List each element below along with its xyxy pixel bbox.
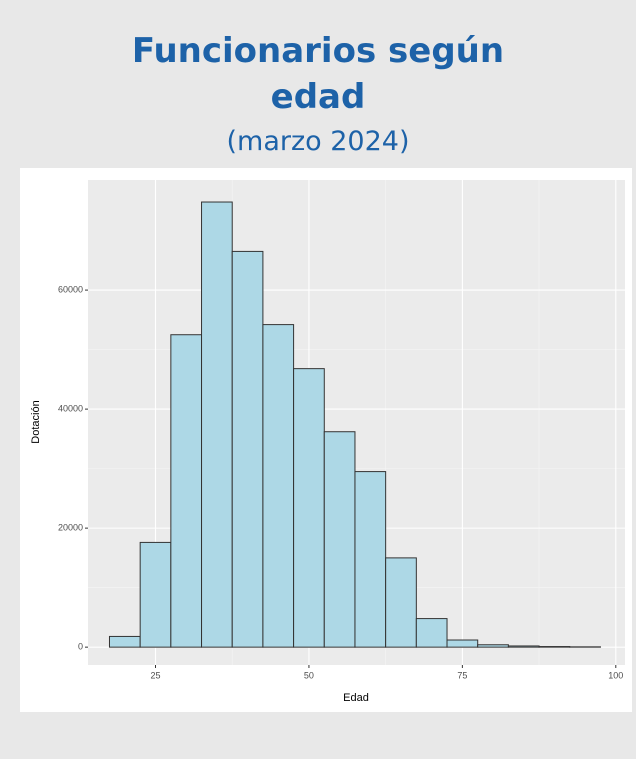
chart-subtitle: (marzo 2024) [226,126,410,157]
bar [262,324,295,648]
x-tick-label: 75 [457,670,467,680]
y-tick-label: 60000 [58,284,83,294]
bar [201,201,233,648]
bar [477,644,509,648]
bar [323,431,356,648]
bar [507,645,540,648]
bar [538,646,571,648]
x-axis-label: Edad [343,692,369,704]
chart-title: Funcionarios según edad [131,31,505,117]
bar [108,635,141,648]
bar [293,368,325,648]
y-tick-label: 20000 [58,523,83,533]
bar [231,250,264,648]
y-tick-label: 0 [78,642,83,652]
bar [446,639,479,648]
x-tick-label: 50 [304,670,314,680]
y-axis-label: Dotación [30,400,42,443]
bar [139,541,172,648]
x-tick-label: 100 [608,670,623,680]
bar [354,471,387,648]
bar [385,557,417,648]
x-tick-label: 25 [151,670,161,680]
bar [415,618,448,648]
bar [170,334,203,648]
y-tick-label: 40000 [58,403,83,413]
